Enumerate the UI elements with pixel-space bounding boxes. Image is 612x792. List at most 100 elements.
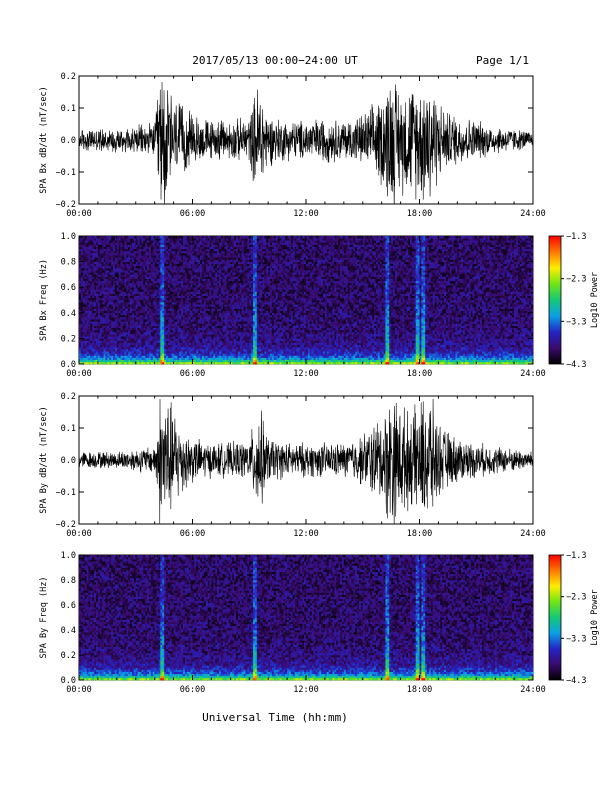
- spectrogram-cell: [179, 358, 181, 360]
- spectrogram-cell: [183, 306, 185, 308]
- spectrogram-cell: [204, 255, 206, 257]
- spectrogram-cell: [128, 270, 130, 272]
- spectrogram-cell: [228, 245, 230, 247]
- spectrogram-cell: [157, 347, 159, 349]
- spectrogram-cell: [124, 255, 126, 257]
- spectrogram-cell: [204, 268, 206, 270]
- spectrogram-cell: [130, 336, 132, 338]
- spectrogram-cell: [81, 334, 83, 336]
- spectrogram-cell: [191, 296, 193, 298]
- spectrogram-cell: [88, 347, 90, 349]
- spectrogram-cell: [225, 291, 227, 293]
- spectrogram-cell: [168, 358, 170, 360]
- spectrogram-cell: [155, 326, 157, 328]
- spectrogram-cell: [85, 323, 87, 325]
- spectrogram-cell: [175, 298, 177, 300]
- spectrogram-cell: [117, 262, 119, 264]
- spectrogram-cell: [162, 341, 164, 343]
- spectrogram-cell: [204, 294, 206, 296]
- spectrogram-cell: [174, 251, 176, 253]
- spectrogram-cell: [128, 330, 130, 332]
- spectrogram-cell: [87, 298, 89, 300]
- spectrogram-cell: [194, 313, 196, 315]
- spectrogram-cell: [168, 259, 170, 261]
- spectrogram-cell: [141, 334, 143, 336]
- spectrogram-cell: [81, 360, 83, 362]
- spectrogram-cell: [187, 338, 189, 340]
- spectrogram-cell: [155, 266, 157, 268]
- spectrogram-cell: [153, 306, 155, 308]
- spectrogram-cell: [198, 341, 200, 343]
- spectrogram-cell: [228, 270, 230, 272]
- spectrogram-cell: [217, 315, 219, 317]
- spectrogram-cell: [105, 285, 107, 287]
- spectrogram-cell: [81, 240, 83, 242]
- spectrogram-cell: [147, 255, 149, 257]
- spectrogram-cell: [151, 259, 153, 261]
- spectrogram-cell: [79, 349, 81, 351]
- spectrogram-cell: [172, 319, 174, 321]
- spectrogram-cell: [187, 304, 189, 306]
- spectrogram-cell: [136, 249, 138, 251]
- spectrogram-cell: [187, 323, 189, 325]
- spectrogram-cell: [168, 330, 170, 332]
- spectrogram-cell: [160, 304, 162, 306]
- spectrogram-cell: [232, 351, 234, 353]
- spectrogram-cell: [164, 362, 166, 364]
- spectrogram-cell: [147, 347, 149, 349]
- spectrogram-cell: [219, 353, 221, 355]
- spectrogram-cell: [170, 285, 172, 287]
- spectrogram-cell: [158, 338, 160, 340]
- spectrogram-cell: [210, 321, 212, 323]
- spectrogram-cell: [138, 251, 140, 253]
- spectrogram-cell: [136, 355, 138, 357]
- spectrogram-cell: [126, 268, 128, 270]
- spectrogram-cell: [232, 332, 234, 334]
- spectrogram-cell: [215, 247, 217, 249]
- spectrogram-cell: [200, 345, 202, 347]
- spectrogram-cell: [170, 262, 172, 264]
- spectrogram-cell: [181, 321, 183, 323]
- spectrogram-cell: [126, 326, 128, 328]
- spectrogram-cell: [153, 240, 155, 242]
- spectrogram-cell: [219, 313, 221, 315]
- spectrogram-cell: [140, 341, 142, 343]
- spectrogram-cell: [134, 283, 136, 285]
- spectrogram-cell: [193, 298, 195, 300]
- spectrogram-cell: [194, 328, 196, 330]
- spectrogram-cell: [83, 238, 85, 240]
- spectrogram-cell: [193, 257, 195, 259]
- spectrogram-cell: [187, 347, 189, 349]
- spectrogram-cell: [157, 262, 159, 264]
- spectrogram-cell: [109, 345, 111, 347]
- spectrogram-cell: [181, 236, 183, 238]
- spectrogram-cell: [200, 272, 202, 274]
- spectrogram-cell: [117, 283, 119, 285]
- spectrogram-cell: [187, 349, 189, 351]
- spectrogram-cell: [107, 309, 109, 311]
- spectrogram-cell: [98, 323, 100, 325]
- spectrogram-cell: [105, 251, 107, 253]
- spectrogram-cell: [189, 268, 191, 270]
- spectrogram-cell: [168, 300, 170, 302]
- spectrogram-cell: [136, 283, 138, 285]
- spectrogram-cell: [96, 279, 98, 281]
- spectrogram-cell: [208, 268, 210, 270]
- spectrogram-cell: [179, 236, 181, 238]
- spectrogram-cell: [204, 338, 206, 340]
- spectrogram-cell: [164, 311, 166, 313]
- spectrogram-cell: [136, 294, 138, 296]
- spectrogram-cell: [132, 274, 134, 276]
- spectrogram-cell: [208, 353, 210, 355]
- spectrogram-cell: [206, 321, 208, 323]
- spectrogram-cell: [88, 274, 90, 276]
- spectrogram-cell: [227, 283, 229, 285]
- spectrogram-cell: [187, 355, 189, 357]
- spectrogram-cell: [208, 296, 210, 298]
- spectrogram-cell: [211, 336, 213, 338]
- spectrogram-cell: [232, 321, 234, 323]
- spectrogram-cell: [98, 347, 100, 349]
- spectrogram-cell: [147, 334, 149, 336]
- spectrogram-cell: [88, 332, 90, 334]
- spectrogram-cell: [147, 240, 149, 242]
